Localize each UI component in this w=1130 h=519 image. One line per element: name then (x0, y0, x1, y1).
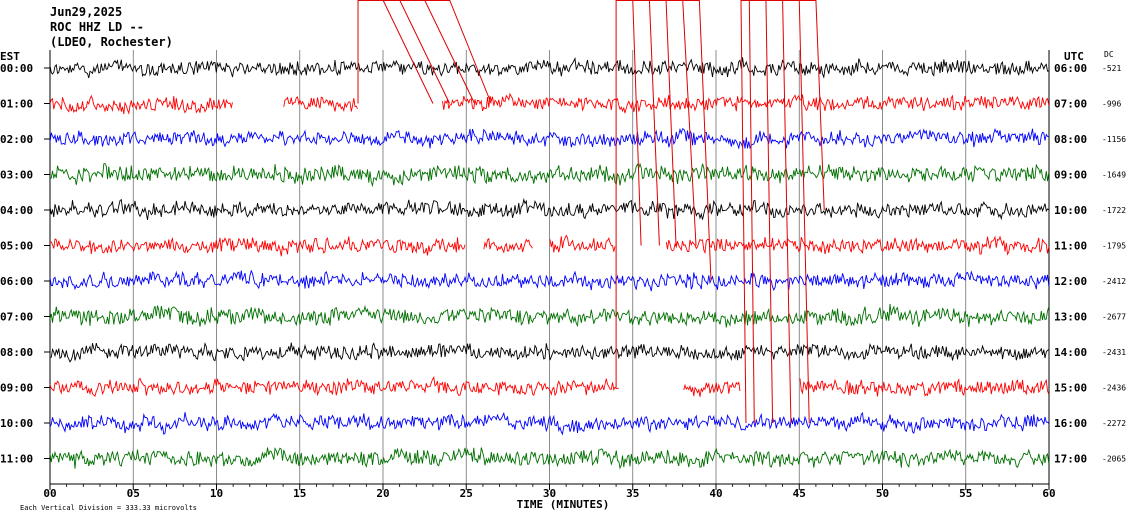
utc-hour-label: 07:00 (1054, 98, 1087, 111)
vertical-division-note: Each Vertical Division = 333.33 microvol… (20, 504, 197, 512)
dc-offset-label: -2436 (1102, 384, 1126, 393)
utc-hour-label: 17:00 (1054, 453, 1087, 466)
utc-hour-label: 10:00 (1054, 204, 1087, 217)
trace-1100 (49, 447, 1050, 470)
right-axis-title: UTC (1064, 50, 1084, 63)
trace-0900 (49, 376, 1050, 397)
utc-hour-label: 15:00 (1054, 382, 1087, 395)
utc-hour-label: 13:00 (1054, 311, 1087, 324)
est-hour-label: 11:00 (0, 453, 33, 466)
event-pick-line (698, 0, 712, 282)
x-tick-label: 45 (793, 487, 806, 500)
dc-offset-label: -1649 (1102, 171, 1126, 180)
utc-hour-label: 06:00 (1054, 62, 1087, 75)
header-network: (LDEO, Rochester) (50, 35, 173, 49)
est-hour-label: 02:00 (0, 133, 33, 146)
x-axis-title: TIME (MINUTES) (517, 498, 610, 511)
x-tick-label: 10 (210, 487, 223, 500)
dc-offset-label: -2431 (1102, 348, 1126, 357)
x-tick-label: 50 (876, 487, 889, 500)
event-pick-line (632, 0, 642, 246)
est-hour-label: 06:00 (0, 275, 33, 288)
grid-layer: 00 05 10 15 20 25 30 35 40 45 50 55 60 (43, 50, 1056, 500)
est-hour-label: 00:00 (0, 62, 33, 75)
trace-0700 (49, 303, 1050, 328)
left-axis-title: EST (0, 50, 20, 63)
x-tick-label: 55 (959, 487, 972, 500)
utc-hour-label: 16:00 (1054, 417, 1087, 430)
event-pick-line (798, 0, 810, 424)
est-hour-label: 08:00 (0, 346, 33, 359)
est-hour-label: 03:00 (0, 169, 33, 182)
x-tick-label: 05 (127, 487, 140, 500)
dc-title: DC (1104, 50, 1114, 59)
event-pick-line (740, 0, 747, 424)
x-tick-label: 60 (1042, 487, 1055, 500)
traces-layer (49, 57, 1050, 470)
header-date: Jun29,2025 (50, 5, 123, 19)
est-hour-label: 09:00 (0, 382, 33, 395)
trace-0400 (49, 197, 1050, 221)
est-hour-label: 07:00 (0, 311, 33, 324)
dc-offset-label: -2412 (1102, 277, 1126, 286)
dc-offset-label: -1156 (1102, 135, 1126, 144)
dc-offset-label: -521 (1102, 64, 1121, 73)
utc-hour-label: 08:00 (1054, 133, 1087, 146)
dc-offset-label: -2065 (1102, 455, 1126, 464)
trace-0000 (49, 57, 1049, 79)
x-tick-label: 30 (543, 487, 556, 500)
event-pick-line (424, 0, 476, 104)
x-tick-label: 35 (626, 487, 639, 500)
est-hour-label: 05:00 (0, 240, 33, 253)
event-pick-line (815, 0, 825, 211)
x-tick-label: 15 (293, 487, 306, 500)
x-tick-label: 40 (709, 487, 722, 500)
event-pick-line (782, 0, 792, 424)
dc-offset-label: -996 (1102, 100, 1121, 109)
event-pick-line (399, 0, 451, 104)
dc-offset-label: -1795 (1102, 242, 1126, 251)
trace-0100 (49, 92, 1050, 115)
dc-offset-label: -2272 (1102, 419, 1126, 428)
dc-offset-label: -1722 (1102, 206, 1126, 215)
est-hour-label: 04:00 (0, 204, 33, 217)
est-hour-label: 01:00 (0, 98, 33, 111)
utc-hour-label: 12:00 (1054, 275, 1087, 288)
x-tick-label: 25 (460, 487, 473, 500)
event-pick-line (748, 0, 755, 424)
trace-0800 (49, 342, 1050, 363)
event-pick-line (449, 0, 492, 104)
utc-hour-label: 11:00 (1054, 240, 1087, 253)
event-pick-line (665, 0, 677, 246)
trace-0600 (49, 269, 1050, 292)
trace-1000 (49, 411, 1050, 436)
picks-layer (357, 0, 825, 424)
event-pick-line (765, 0, 774, 424)
event-pick-line (648, 0, 660, 246)
labels-layer: EST UTC DC TIME (MINUTES) Each Vertical … (0, 50, 1126, 512)
utc-hour-label: 09:00 (1054, 169, 1087, 182)
utc-hour-label: 14:00 (1054, 346, 1087, 359)
event-pick-line (682, 0, 697, 246)
header-station: ROC HHZ LD -- (50, 20, 144, 34)
x-tick-label: 20 (376, 487, 389, 500)
trace-0500 (49, 234, 1050, 257)
trace-0300 (49, 162, 1050, 188)
dc-offset-label: -2677 (1102, 313, 1126, 322)
x-tick-label: 00 (43, 487, 56, 500)
trace-0200 (49, 127, 1049, 150)
est-hour-label: 10:00 (0, 417, 33, 430)
event-pick-line (382, 0, 434, 104)
